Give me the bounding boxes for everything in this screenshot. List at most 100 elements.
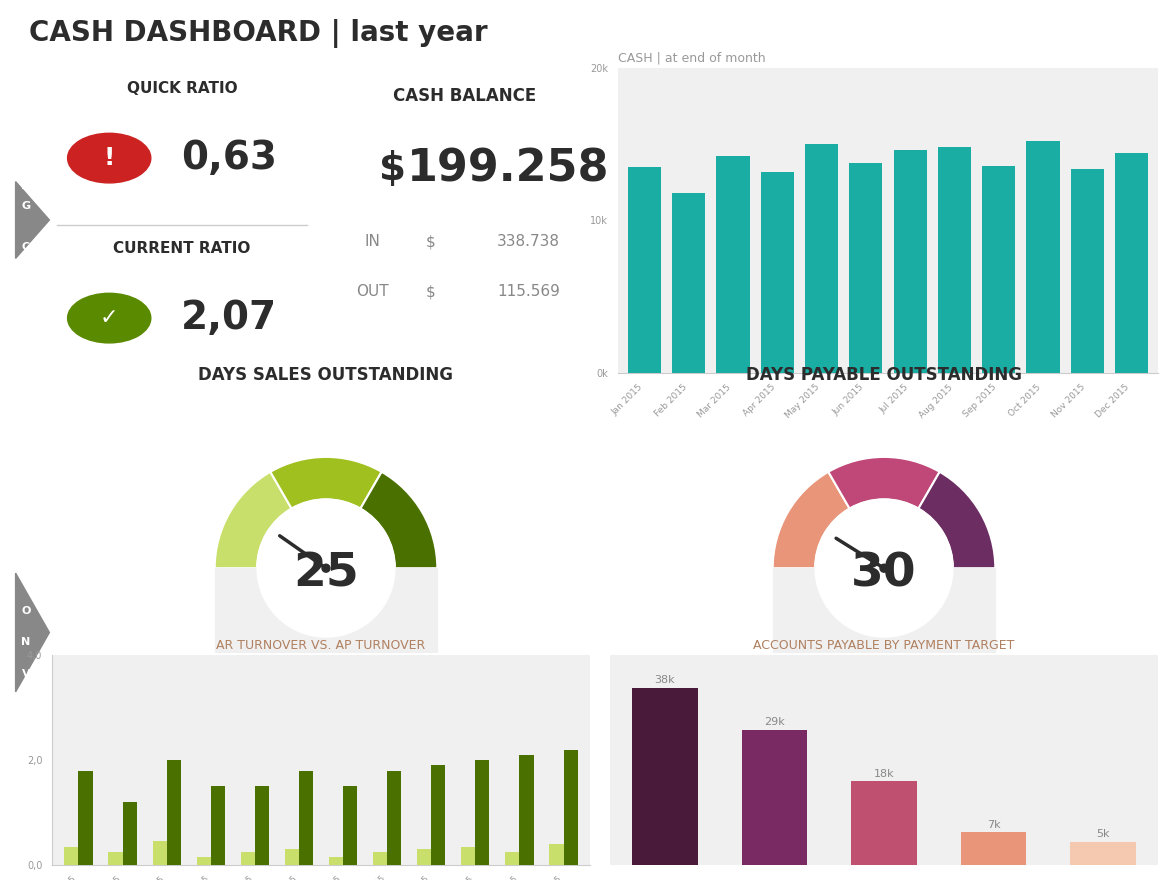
Bar <box>760 172 794 373</box>
Text: A: A <box>22 451 30 461</box>
Bar <box>64 847 78 865</box>
Text: W: W <box>20 81 33 91</box>
Bar <box>215 568 437 679</box>
Bar <box>849 163 883 373</box>
Bar <box>329 857 343 865</box>
Wedge shape <box>361 472 437 568</box>
Bar <box>851 781 917 865</box>
Bar <box>628 167 661 373</box>
Text: V: V <box>22 669 30 678</box>
Text: N: N <box>21 637 30 648</box>
Text: 338.738: 338.738 <box>498 234 561 249</box>
Bar <box>299 771 313 865</box>
Bar <box>549 844 563 865</box>
Text: O: O <box>21 100 30 111</box>
Bar <box>475 760 489 865</box>
Text: 30: 30 <box>851 551 917 596</box>
Title: ACCOUNTS PAYABLE BY PAYMENT TARGET: ACCOUNTS PAYABLE BY PAYMENT TARGET <box>753 640 1015 652</box>
Text: 115.569: 115.569 <box>498 284 561 299</box>
Bar <box>387 771 402 865</box>
Bar <box>241 852 255 865</box>
Bar <box>417 849 431 865</box>
Text: C: C <box>22 576 30 585</box>
Text: N: N <box>21 181 30 191</box>
Bar <box>716 157 750 373</box>
Text: 0,63: 0,63 <box>181 139 277 177</box>
Wedge shape <box>828 457 939 509</box>
Circle shape <box>815 499 953 637</box>
Bar <box>982 165 1015 373</box>
Text: I: I <box>25 302 28 312</box>
Bar <box>673 193 705 373</box>
Text: CASH BALANCE: CASH BALANCE <box>394 87 536 106</box>
Bar <box>373 852 387 865</box>
Text: QUICK RATIO: QUICK RATIO <box>126 81 237 96</box>
Text: 18k: 18k <box>874 768 895 779</box>
Bar <box>894 150 926 373</box>
Text: CASH | at end of month: CASH | at end of month <box>618 51 766 64</box>
Text: R: R <box>22 121 30 131</box>
Circle shape <box>257 499 395 637</box>
Bar <box>563 750 578 865</box>
Text: 2,07: 2,07 <box>181 299 277 337</box>
Text: C: C <box>22 420 30 429</box>
Text: 29k: 29k <box>764 717 785 728</box>
Bar <box>461 847 475 865</box>
Text: T: T <box>22 322 30 332</box>
Text: 5k: 5k <box>1097 829 1110 840</box>
Wedge shape <box>773 472 849 568</box>
Circle shape <box>880 564 888 572</box>
Text: !: ! <box>104 146 114 170</box>
Bar <box>938 147 971 373</box>
Bar <box>167 760 181 865</box>
Bar <box>742 730 807 865</box>
Text: A: A <box>22 342 30 352</box>
Text: ✓: ✓ <box>100 308 118 328</box>
Bar <box>1114 153 1148 373</box>
Bar <box>1027 141 1059 373</box>
Bar <box>109 852 123 865</box>
Bar <box>123 802 137 865</box>
Text: R: R <box>22 730 30 741</box>
Bar <box>431 766 445 865</box>
Text: 7k: 7k <box>987 820 1001 830</box>
Circle shape <box>322 564 331 572</box>
Polygon shape <box>15 181 49 259</box>
Text: C: C <box>22 241 30 252</box>
Bar <box>343 786 357 865</box>
Circle shape <box>68 133 151 183</box>
Text: E: E <box>22 700 30 709</box>
Polygon shape <box>15 573 49 692</box>
Wedge shape <box>918 472 995 568</box>
Text: G: G <box>21 202 30 211</box>
Text: L: L <box>22 363 29 372</box>
Bar <box>520 755 534 865</box>
Bar <box>153 841 167 865</box>
Wedge shape <box>270 457 382 509</box>
Text: OUT: OUT <box>356 284 389 299</box>
Title: AR TURNOVER VS. AP TURNOVER: AR TURNOVER VS. AP TURNOVER <box>216 640 425 652</box>
Text: S: S <box>22 482 30 492</box>
Bar <box>961 832 1027 865</box>
Bar <box>285 849 299 865</box>
Text: $: $ <box>425 234 434 249</box>
Text: $: $ <box>425 284 434 299</box>
Text: $: $ <box>378 150 406 188</box>
Bar <box>196 857 210 865</box>
Bar <box>506 852 520 865</box>
Text: H: H <box>21 513 30 523</box>
Text: I: I <box>25 161 28 171</box>
Text: I: I <box>25 793 28 803</box>
Bar <box>1070 841 1136 865</box>
Circle shape <box>68 293 151 343</box>
Text: IN: IN <box>364 234 380 249</box>
Bar <box>255 786 269 865</box>
Bar <box>773 568 995 679</box>
Bar <box>632 687 697 865</box>
Bar <box>805 144 839 373</box>
Text: CURRENT RATIO: CURRENT RATIO <box>113 240 251 255</box>
Text: A: A <box>22 261 30 272</box>
Bar <box>1071 169 1104 373</box>
Text: S: S <box>22 762 30 772</box>
Text: N: N <box>21 855 30 865</box>
